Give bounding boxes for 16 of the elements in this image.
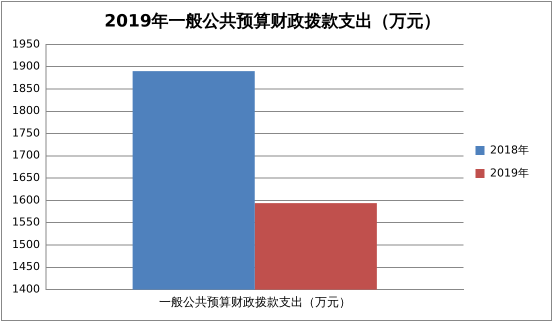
y-tick-label: 1750: [12, 126, 40, 140]
y-tick-label: 1850: [12, 82, 40, 95]
legend-label: 2019年: [490, 166, 530, 180]
y-tick-label: 1500: [12, 238, 40, 251]
y-tick-label: 1600: [12, 193, 40, 206]
y-tick-label: 1450: [12, 260, 40, 274]
y-tick-label: 1900: [12, 60, 40, 73]
y-tick-label: 1550: [12, 216, 40, 229]
legend-label: 2018年: [490, 143, 530, 156]
y-tick-label: 1650: [12, 171, 40, 184]
y-tick-label: 1400: [12, 282, 40, 296]
chart-title: 2019年一般公共预算财政拨款支出（万元）: [104, 12, 441, 32]
y-tick-label: 1800: [12, 104, 40, 118]
y-tick-label: 1700: [12, 148, 40, 162]
x-tick-label: 一般公共预算财政拨款支出（万元）: [158, 294, 351, 309]
y-tick-label: 1950: [12, 37, 40, 50]
